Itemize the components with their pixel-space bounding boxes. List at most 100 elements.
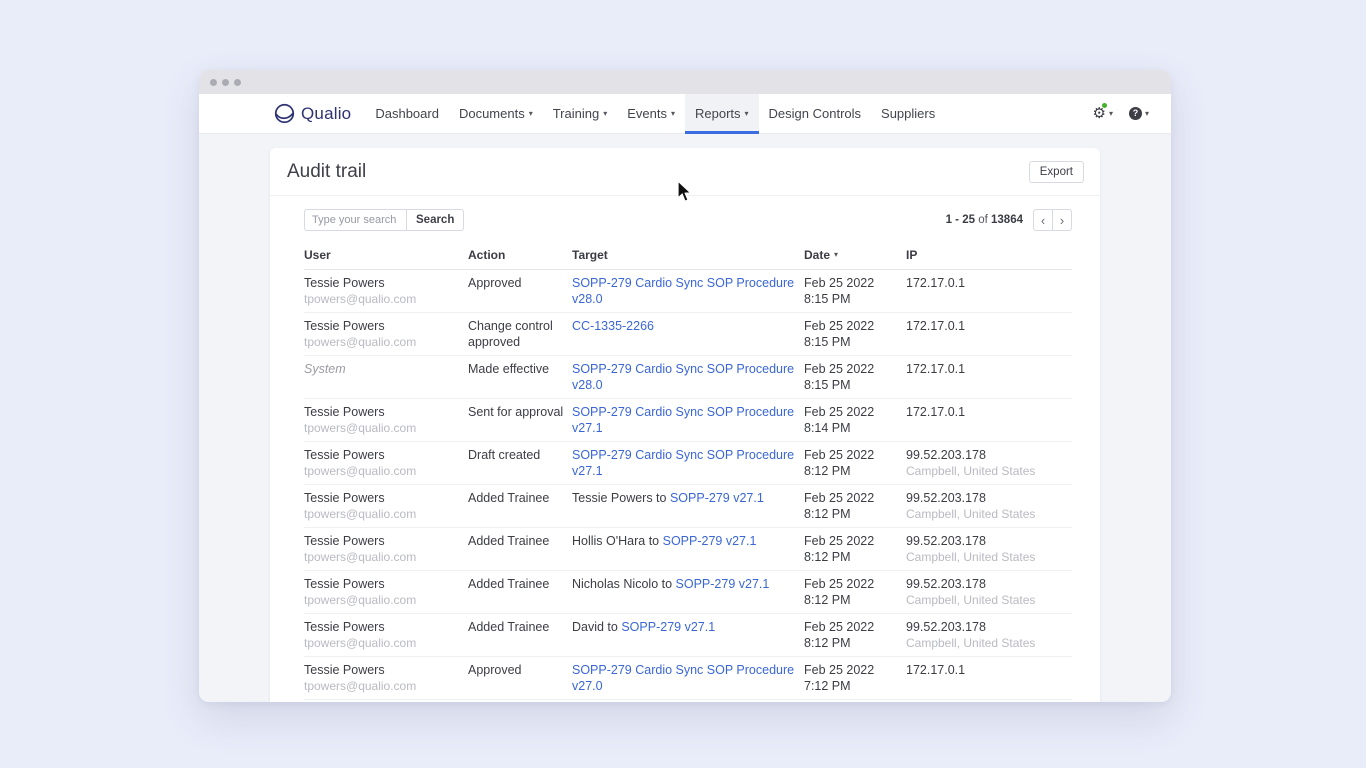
ip-location: Campbell, United States bbox=[906, 464, 1036, 478]
column-header-date-sortable[interactable]: Date ▾ bbox=[804, 248, 839, 262]
chevron-down-icon: ▾ bbox=[528, 108, 533, 118]
user-email: tpowers@qualio.com bbox=[304, 335, 417, 349]
ip-location: Campbell, United States bbox=[906, 507, 1036, 521]
cell-target: CC-1335-2265 bbox=[572, 700, 804, 702]
settings-menu[interactable]: ⚙ ▾ bbox=[1093, 103, 1113, 121]
target-link[interactable]: SOPP-279 v27.1 bbox=[621, 620, 716, 634]
cell-action: Change control approved bbox=[468, 700, 572, 702]
cell-user: Tessie Powers tpowers@qualio.com bbox=[304, 528, 468, 570]
cell-date: Feb 25 2022 8:15 PM bbox=[804, 276, 875, 306]
user-email: tpowers@qualio.com bbox=[304, 550, 417, 564]
pagination: 1 - 25 of 13864 ‹ › bbox=[946, 209, 1072, 231]
cell-user: Tessie Powers tpowers@qualio.com bbox=[304, 270, 468, 312]
target-link[interactable]: SOPP-279 v27.1 bbox=[675, 577, 770, 591]
chevron-down-icon: ▾ bbox=[1108, 108, 1113, 118]
cell-ip: 172.17.0.1 bbox=[906, 657, 1072, 699]
card-header: Audit trail Export bbox=[270, 148, 1100, 196]
cell-action: Sent for approval bbox=[468, 405, 564, 419]
target-link[interactable]: CC-1335-2266 bbox=[572, 319, 654, 333]
target-link[interactable]: SOPP-279 Cardio Sync SOP Procedure v28.0 bbox=[572, 276, 795, 306]
user-email: tpowers@qualio.com bbox=[304, 464, 417, 478]
cell-target: David to SOPP-279 v27.1 bbox=[572, 614, 804, 656]
nav-item-events[interactable]: Events ▾ bbox=[617, 94, 685, 133]
target-prefix-text: Tessie Powers to bbox=[572, 491, 670, 505]
user-name: Tessie Powers bbox=[304, 577, 385, 591]
table-body: Tessie Powers tpowers@qualio.com Approve… bbox=[304, 270, 1072, 702]
ip-address: 172.17.0.1 bbox=[906, 362, 966, 376]
cell-target: SOPP-279 Cardio Sync SOP Procedure v28.0 bbox=[572, 356, 804, 398]
cell-action: Added Trainee bbox=[468, 620, 550, 634]
navbar-right: ⚙ ▾ ? ▾ bbox=[1093, 94, 1149, 133]
target-link[interactable]: SOPP-279 Cardio Sync SOP Procedure v28.0 bbox=[572, 362, 795, 392]
cell-action: Added Trainee bbox=[468, 534, 550, 548]
qualio-logo-icon bbox=[274, 103, 295, 124]
cell-target: Hollis O'Hara to SOPP-279 v27.1 bbox=[572, 528, 804, 570]
pagination-total: 13864 bbox=[991, 214, 1023, 226]
page-content: Audit trail Export Search 1 - 25 of 1386… bbox=[199, 134, 1171, 702]
cell-date: Feb 25 2022 8:12 PM bbox=[804, 491, 875, 521]
cell-date: Feb 25 2022 8:15 PM bbox=[804, 319, 875, 349]
cell-target: Nicholas Nicolo to SOPP-279 v27.1 bbox=[572, 571, 804, 613]
cell-date: Feb 25 2022 8:15 PM bbox=[804, 362, 875, 392]
user-name: Tessie Powers bbox=[304, 620, 385, 634]
table-toolbar: Search 1 - 25 of 13864 ‹ › bbox=[270, 196, 1100, 242]
target-link[interactable]: SOPP-279 v27.1 bbox=[662, 534, 757, 548]
nav-items: Dashboard Documents ▾ Training ▾ Events … bbox=[365, 94, 945, 134]
nav-item-dashboard[interactable]: Dashboard bbox=[365, 94, 449, 133]
search-group: Search bbox=[304, 209, 465, 231]
next-page-button[interactable]: › bbox=[1052, 209, 1072, 231]
cell-target: SOPP-279 Cardio Sync SOP Procedure v27.1 bbox=[572, 399, 804, 441]
user-email: tpowers@qualio.com bbox=[304, 679, 417, 693]
search-button[interactable]: Search bbox=[406, 209, 465, 231]
nav-item-label: Documents bbox=[458, 106, 525, 121]
window-titlebar bbox=[199, 70, 1171, 94]
cell-user: Tessie Powers tpowers@qualio.com bbox=[304, 485, 468, 527]
cell-action: Made effective bbox=[468, 362, 550, 376]
cell-date: Feb 25 2022 8:12 PM bbox=[804, 534, 875, 564]
cell-ip: 99.52.203.178 Campbell, United States bbox=[906, 485, 1072, 527]
target-prefix-text: Hollis O'Hara to bbox=[572, 534, 663, 548]
nav-item-label: Design Controls bbox=[768, 106, 862, 121]
prev-page-button[interactable]: ‹ bbox=[1033, 209, 1053, 231]
nav-item-suppliers[interactable]: Suppliers bbox=[871, 94, 945, 133]
nav-item-training[interactable]: Training ▾ bbox=[543, 94, 618, 133]
cell-ip: 172.17.0.1 bbox=[906, 356, 1072, 398]
ip-address: 99.52.203.178 bbox=[906, 534, 986, 548]
nav-item-design-controls[interactable]: Design Controls bbox=[759, 94, 872, 133]
nav-item-documents[interactable]: Documents ▾ bbox=[449, 94, 543, 133]
target-link[interactable]: SOPP-279 Cardio Sync SOP Procedure v27.1 bbox=[572, 405, 795, 435]
cell-action: Change control approved bbox=[468, 319, 553, 349]
user-email: tpowers@qualio.com bbox=[304, 593, 417, 607]
pagination-range: 1 - 25 bbox=[945, 214, 976, 226]
ip-address: 172.17.0.1 bbox=[906, 663, 966, 677]
search-input[interactable] bbox=[304, 209, 407, 231]
target-link[interactable]: SOPP-279 v27.1 bbox=[669, 491, 764, 505]
nav-item-label: Events bbox=[627, 106, 667, 121]
table-row: Tessie Powers tpowers@qualio.com Added T… bbox=[304, 528, 1072, 571]
target-link[interactable]: SOPP-279 Cardio Sync SOP Procedure v27.1 bbox=[572, 448, 795, 478]
table-row: Tessie Powers tpowers@qualio.com Added T… bbox=[304, 485, 1072, 528]
cell-target: CC-1335-2266 bbox=[572, 313, 804, 355]
chevron-right-icon: › bbox=[1059, 212, 1065, 228]
help-icon: ? bbox=[1128, 107, 1142, 120]
table-header-row: User Action Target Date ▾ IP bbox=[304, 242, 1072, 270]
table-row: Tessie Powers tpowers@qualio.com Change … bbox=[304, 313, 1072, 356]
page-title: Audit trail bbox=[287, 161, 367, 182]
export-button[interactable]: Export bbox=[1028, 161, 1084, 183]
nav-item-label: Dashboard bbox=[375, 106, 439, 121]
qualio-logo[interactable]: Qualio bbox=[274, 94, 351, 133]
target-link[interactable]: SOPP-279 Cardio Sync SOP Procedure v27.0 bbox=[572, 663, 795, 693]
ip-location: Campbell, United States bbox=[906, 550, 1036, 564]
user-name: Tessie Powers bbox=[304, 534, 385, 548]
cell-user: Tessie Powers tpowers@qualio.com bbox=[304, 442, 468, 484]
cell-user: Tessie Powers tpowers@qualio.com bbox=[304, 313, 468, 355]
cell-target: SOPP-279 Cardio Sync SOP Procedure v28.0 bbox=[572, 270, 804, 312]
cell-ip: 172.17.0.1 bbox=[906, 313, 1072, 355]
help-menu[interactable]: ? ▾ bbox=[1128, 107, 1149, 120]
nav-item-reports[interactable]: Reports ▾ bbox=[684, 94, 759, 134]
audit-table: User Action Target Date ▾ IP Tessie Powe… bbox=[270, 242, 1100, 702]
cell-action: Added Trainee bbox=[468, 491, 550, 505]
cell-target: SOPP-279 Cardio Sync SOP Procedure v27.1 bbox=[572, 442, 804, 484]
pagination-of: of bbox=[978, 214, 988, 226]
user-email: tpowers@qualio.com bbox=[304, 636, 417, 650]
